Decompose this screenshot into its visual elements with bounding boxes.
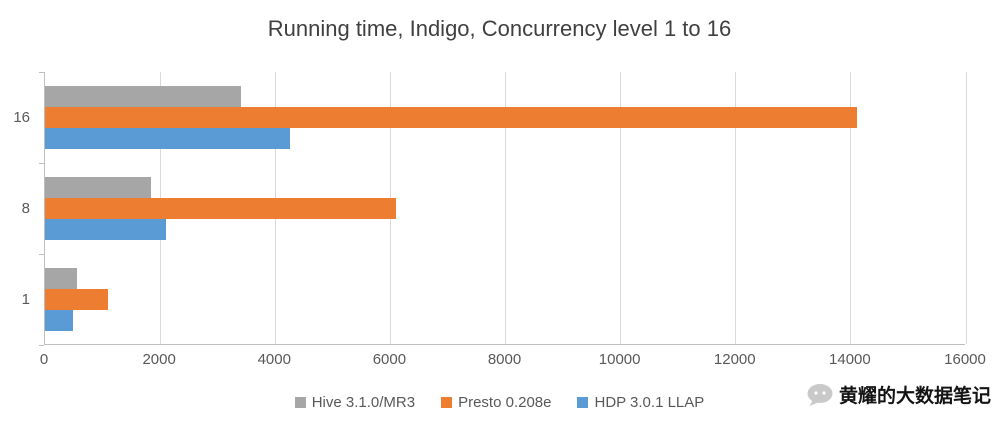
bar (45, 177, 152, 198)
x-tick-label: 6000 (372, 351, 407, 368)
legend-swatch (577, 397, 589, 408)
bar (45, 128, 290, 149)
watermark-text: 黄耀的大数据笔记 (838, 386, 991, 407)
x-tick-label: 10000 (598, 351, 641, 368)
x-tick-label: 8000 (487, 351, 522, 368)
y-category-label: 1 (21, 291, 30, 308)
y-category-label: 16 (13, 109, 30, 126)
bar (45, 310, 73, 331)
y-axis-tick (39, 72, 44, 73)
bar (45, 86, 241, 107)
x-tick-label: 12000 (713, 351, 756, 368)
x-tick-label: 14000 (829, 351, 871, 368)
gridline (620, 72, 622, 344)
legend-label: HDP 3.0.1 LLAP (594, 394, 705, 411)
y-axis-tick (39, 254, 44, 255)
legend-item: Presto 0.208e (441, 394, 551, 411)
x-tick-label: 0 (39, 351, 49, 368)
x-tick-label: 4000 (257, 351, 291, 368)
x-tick-label: 16000 (944, 351, 986, 368)
chart-title: Running time, Indigo, Concurrency level … (267, 16, 732, 41)
bar (45, 289, 109, 310)
bar (45, 268, 77, 289)
legend-item: HDP 3.0.1 LLAP (577, 394, 704, 411)
legend-swatch (441, 397, 453, 408)
gridline (965, 72, 967, 344)
watermark: 黄耀的大数据笔记 (806, 381, 991, 408)
legend-label: Presto 0.208e (458, 394, 552, 411)
y-category-label: 8 (21, 200, 30, 217)
bar (45, 219, 166, 240)
legend-label: Hive 3.1.0/MR3 (311, 394, 416, 411)
gridline (505, 72, 506, 344)
plot-area (44, 72, 967, 345)
legend-swatch (294, 397, 306, 408)
chat-bubble-icon (807, 383, 833, 406)
bar (45, 198, 397, 219)
x-tick-label: 2000 (142, 351, 176, 368)
gridline (735, 72, 737, 344)
legend: Hive 3.1.0/MR3 Presto 0.208e HDP 3.0.1 LLA… (0, 394, 999, 411)
gridline (850, 72, 852, 344)
legend-item: Hive 3.1.0/MR3 (294, 394, 416, 411)
y-axis-tick (39, 345, 44, 346)
bar (45, 107, 857, 128)
y-axis-tick (39, 163, 44, 164)
